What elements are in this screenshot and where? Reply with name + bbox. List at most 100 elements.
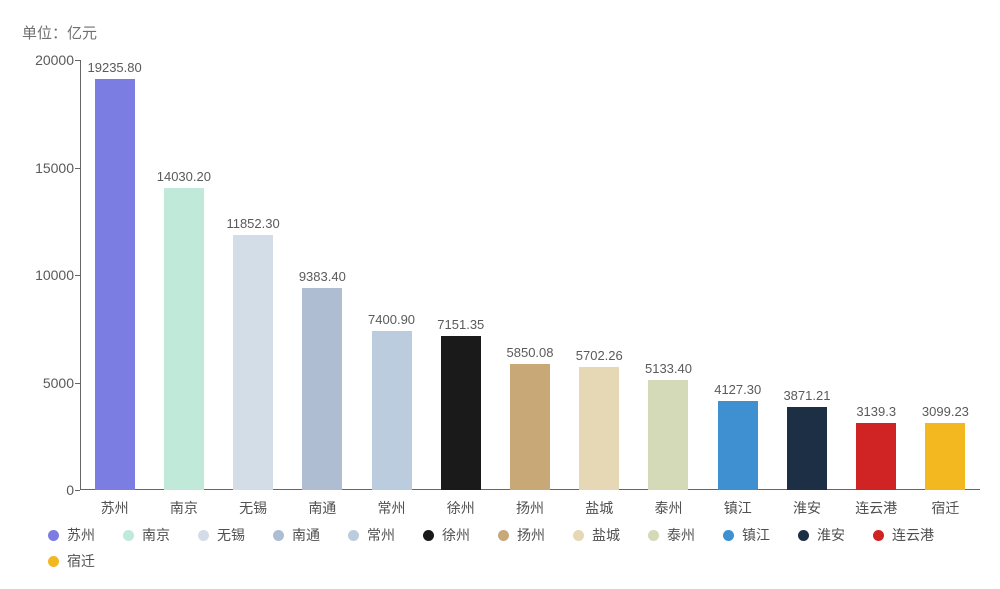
legend-item: 苏州 [48,525,95,545]
bar-rect [579,367,619,490]
legend-label: 扬州 [517,525,545,545]
legend-label: 镇江 [742,525,770,545]
legend-label: 宿迁 [67,551,95,571]
bar-value-label: 3139.3 [856,404,896,419]
bar-category-label: 徐州 [447,498,475,518]
legend-item: 淮安 [798,525,845,545]
bar-value-label: 4127.30 [714,382,761,397]
bar-category-label: 镇江 [724,498,752,518]
bars-container: 19235.80苏州14030.20南京11852.30无锡9383.40南通7… [80,60,980,490]
legend-item: 南京 [123,525,170,545]
legend-label: 南京 [142,525,170,545]
legend: 苏州 南京 无锡 南通 常州 徐州 扬州 盐城 泰州 镇江 淮安 连云港宿迁 [48,525,980,571]
bar-rect [302,288,342,490]
legend-swatch [423,530,434,541]
bar-rect [233,235,273,490]
y-tick-mark [75,490,80,491]
bar-slot: 3139.3连云港 [842,60,911,490]
bar-value-label: 3099.23 [922,404,969,419]
bar-value-label: 11852.30 [226,216,279,231]
bar-category-label: 无锡 [239,498,267,518]
bar-category-label: 南通 [308,498,336,518]
legend-swatch [348,530,359,541]
bar-category-label: 苏州 [101,498,129,518]
y-tick-label: 20000 [35,52,74,68]
legend-swatch [648,530,659,541]
legend-item: 徐州 [423,525,470,545]
legend-label: 常州 [367,525,395,545]
bar-slot: 7151.35徐州 [426,60,495,490]
legend-swatch [723,530,734,541]
legend-item: 常州 [348,525,395,545]
bar-slot: 11852.30无锡 [218,60,287,490]
bar-category-label: 常州 [378,498,406,518]
legend-item: 宿迁 [48,551,95,571]
legend-swatch [198,530,209,541]
bar-category-label: 盐城 [585,498,613,518]
bar-rect [925,423,965,490]
legend-label: 苏州 [67,525,95,545]
legend-label: 盐城 [592,525,620,545]
bar-rect [510,364,550,490]
y-axis: 05000100001500020000 [18,60,78,490]
legend-swatch [798,530,809,541]
legend-swatch [123,530,134,541]
bar-rect [95,79,135,490]
unit-label: 单位：亿元 [22,22,97,43]
bar-slot: 4127.30镇江 [703,60,772,490]
bar-category-label: 淮安 [793,498,821,518]
legend-label: 连云港 [892,525,934,545]
legend-swatch [273,530,284,541]
legend-item: 扬州 [498,525,545,545]
legend-item: 盐城 [573,525,620,545]
bar-category-label: 扬州 [516,498,544,518]
legend-item: 连云港 [873,525,934,545]
bar-value-label: 19235.80 [88,60,142,75]
legend-label: 南通 [292,525,320,545]
bar-rect [372,331,412,490]
legend-swatch [573,530,584,541]
bar-category-label: 南京 [170,498,198,518]
bar-slot: 5850.08扬州 [495,60,564,490]
bar-value-label: 14030.20 [157,169,211,184]
legend-swatch [873,530,884,541]
legend-item: 南通 [273,525,320,545]
bar-value-label: 3871.21 [783,388,830,403]
y-tick-label: 10000 [35,267,74,283]
bar-slot: 9383.40南通 [288,60,357,490]
bar-slot: 19235.80苏州 [80,60,149,490]
bar-value-label: 5850.08 [507,345,554,360]
legend-label: 泰州 [667,525,695,545]
legend-item: 无锡 [198,525,245,545]
bar-rect [787,407,827,490]
y-tick-label: 15000 [35,160,74,176]
bar-value-label: 5702.26 [576,348,623,363]
y-tick-label: 0 [66,482,74,498]
legend-item: 镇江 [723,525,770,545]
bar-slot: 3871.21淮安 [772,60,841,490]
legend-label: 无锡 [217,525,245,545]
bar-value-label: 7400.90 [368,312,415,327]
bar-value-label: 5133.40 [645,361,692,376]
bar-chart: 05000100001500020000 19235.80苏州14030.20南… [80,60,980,490]
bar-rect [856,423,896,490]
bar-slot: 5702.26盐城 [565,60,634,490]
bar-rect [441,336,481,490]
bar-rect [648,380,688,490]
legend-label: 徐州 [442,525,470,545]
bar-category-label: 泰州 [654,498,682,518]
bar-slot: 14030.20南京 [149,60,218,490]
bar-slot: 5133.40泰州 [634,60,703,490]
bar-category-label: 连云港 [855,498,897,518]
legend-swatch [48,530,59,541]
bar-slot: 3099.23宿迁 [911,60,980,490]
legend-swatch [48,556,59,567]
bar-rect [164,188,204,490]
bar-slot: 7400.90常州 [357,60,426,490]
bar-value-label: 9383.40 [299,269,346,284]
bar-category-label: 宿迁 [931,498,959,518]
legend-item: 泰州 [648,525,695,545]
bar-value-label: 7151.35 [437,317,484,332]
legend-swatch [498,530,509,541]
bar-rect [718,401,758,490]
